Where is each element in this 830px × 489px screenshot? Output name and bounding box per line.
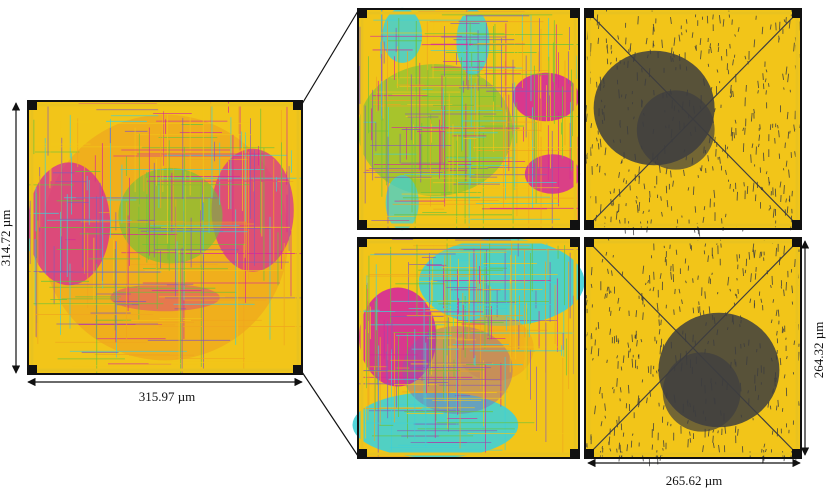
left-width-label: 315.97 µm	[139, 389, 196, 404]
left-height-label: 314.72 µm	[0, 210, 13, 267]
zoom-layout-bottom-left	[352, 237, 585, 459]
right-width-label: 265.62 µm	[666, 473, 723, 488]
zoom-layout-top-left	[357, 7, 581, 231]
right-height-label: 264.32 µm	[811, 322, 826, 379]
zoom-density-top-right	[584, 8, 802, 237]
zoom-density-bottom-right	[584, 237, 802, 467]
zoom-connector-bottom	[301, 371, 359, 457]
full-chip-layout	[27, 100, 303, 375]
zoom-connector-top	[301, 10, 359, 105]
